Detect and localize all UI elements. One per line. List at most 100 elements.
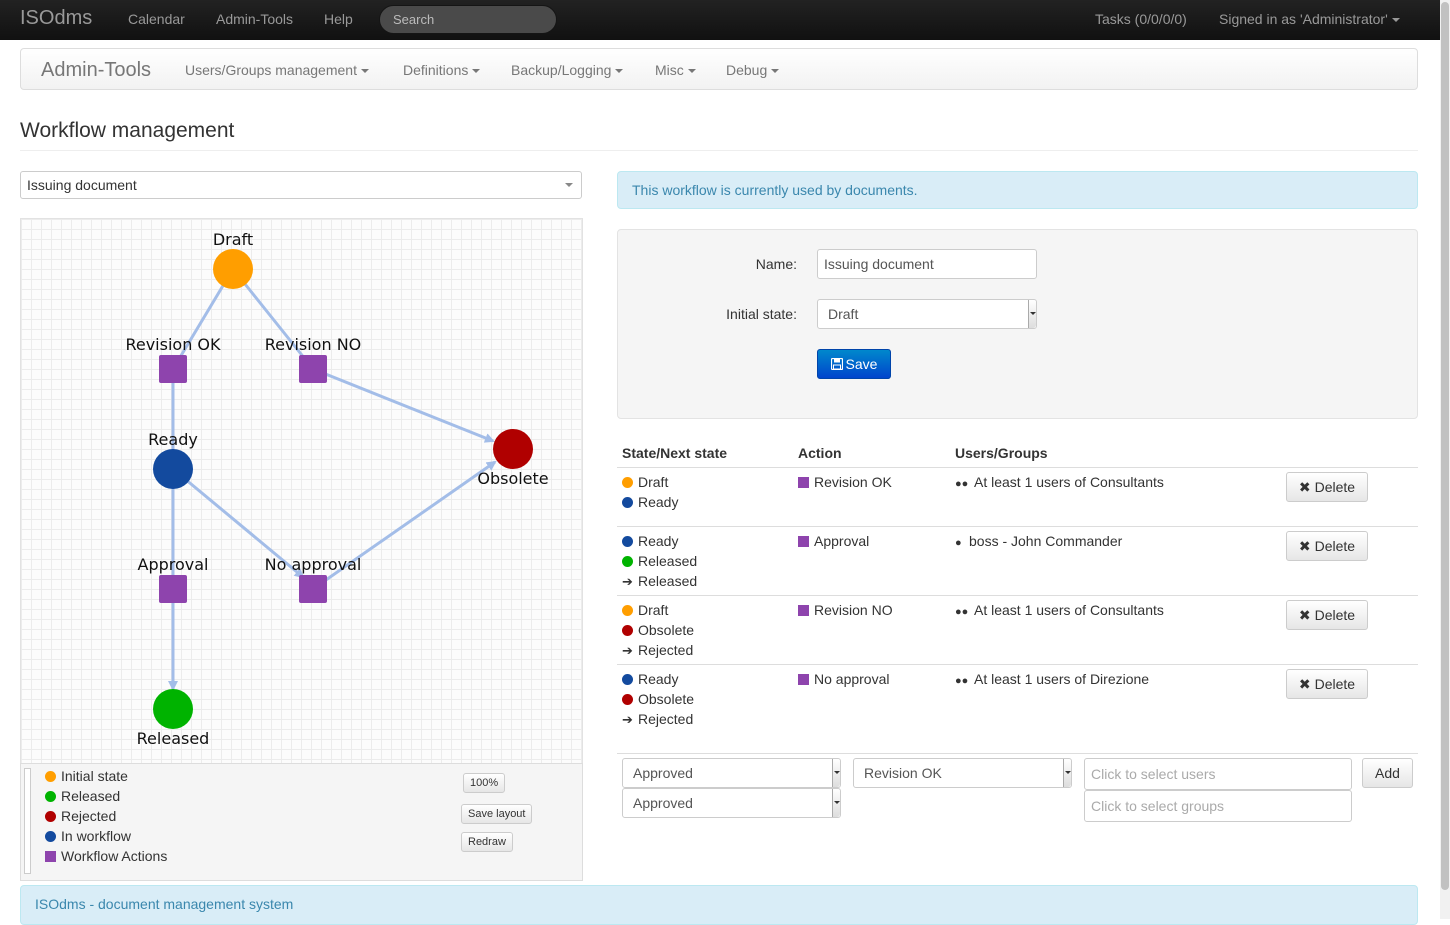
state-label: Rejected <box>638 711 694 727</box>
row-1-next-state: Ready <box>622 494 678 510</box>
users-label: boss - John Commander <box>969 533 1123 549</box>
row-4-state: Ready <box>622 671 678 687</box>
legend-dot-icon <box>45 831 56 842</box>
chevron-down-icon <box>615 69 624 74</box>
node-label-no-approval: No approval <box>265 555 362 574</box>
name-label: Name: <box>755 256 797 272</box>
row-2-state: Ready <box>622 533 678 549</box>
name-field[interactable] <box>817 249 1037 279</box>
row-3-users: ●● At least 1 users of Consultants <box>955 602 1164 618</box>
row-4-action: No approval <box>798 671 890 687</box>
menu-label: Users/Groups management <box>185 62 357 78</box>
node-released[interactable] <box>153 689 193 729</box>
menu-misc[interactable]: Misc <box>655 62 696 78</box>
search-input[interactable]: Search <box>379 5 557 34</box>
groups-picker-input[interactable]: Click to select groups <box>1084 790 1352 822</box>
nav-admin-tools[interactable]: Admin-Tools <box>216 11 294 27</box>
action-square-icon <box>798 674 809 685</box>
legend-label: Workflow Actions <box>61 848 168 864</box>
admin-subnav: Admin-Tools Users/Groups management Defi… <box>20 48 1418 90</box>
node-revision-no[interactable] <box>299 355 327 383</box>
legend-item-released: Released <box>45 788 120 804</box>
app-brand[interactable]: ISOdms <box>20 7 93 29</box>
page-scrollbar[interactable] <box>1440 0 1450 919</box>
node-draft[interactable] <box>213 249 253 289</box>
node-no-approval[interactable] <box>299 575 327 603</box>
users-group-icon: ●● <box>955 478 969 490</box>
row-4-alt-state: ➔ Rejected <box>622 711 693 728</box>
state-dot-icon <box>622 536 633 547</box>
menu-debug[interactable]: Debug <box>726 62 780 78</box>
arrow-right-icon: ➔ <box>622 574 633 589</box>
nav-user-menu[interactable]: Signed in as 'Administrator' <box>1219 11 1400 27</box>
node-approval[interactable] <box>159 575 187 603</box>
legend-resize-bar[interactable] <box>24 768 31 874</box>
users-group-icon: ●● <box>955 606 969 618</box>
col-header-state: State/Next state <box>622 445 728 461</box>
state-dot-icon <box>622 605 633 616</box>
scrollbar-thumb[interactable] <box>1441 2 1449 890</box>
chevron-down-icon <box>1391 18 1400 23</box>
new-next-state-select[interactable]: Approved <box>622 788 841 818</box>
legend-dot-icon <box>45 791 56 802</box>
zoom-100-button[interactable]: 100% <box>463 773 506 793</box>
node-label-revision-ok: Revision OK <box>125 335 221 354</box>
state-label: Ready <box>638 494 679 510</box>
delete-button[interactable]: ✖ Delete <box>1286 600 1368 630</box>
menu-users-groups[interactable]: Users/Groups management <box>185 62 369 78</box>
save-button[interactable]: Save <box>817 349 891 379</box>
menu-label: Definitions <box>403 62 469 78</box>
row-3-action: Revision NO <box>798 602 893 618</box>
menu-backup-logging[interactable]: Backup/Logging <box>511 62 624 78</box>
node-label-released: Released <box>137 729 210 748</box>
select-arrow-icon <box>832 789 840 817</box>
table-row-rule <box>617 753 1418 754</box>
redraw-button[interactable]: Redraw <box>461 832 513 852</box>
select-value: Approved <box>633 765 693 781</box>
node-label-approval: Approval <box>138 555 209 574</box>
legend-dot-icon <box>45 811 56 822</box>
initial-state-select[interactable]: Draft <box>817 299 1037 329</box>
row-2-users: ● boss - John Commander <box>955 533 1122 549</box>
users-label: At least 1 users of Consultants <box>974 474 1164 490</box>
nav-calendar[interactable]: Calendar <box>128 11 185 27</box>
state-label: Obsolete <box>638 691 695 707</box>
row-1-action: Revision OK <box>798 474 892 490</box>
delete-button[interactable]: ✖ Delete <box>1286 472 1368 502</box>
new-state-select[interactable]: Approved <box>622 758 841 788</box>
workflow-select[interactable]: Issuing document <box>20 171 582 199</box>
users-picker-input[interactable]: Click to select users <box>1084 758 1352 790</box>
table-row-rule <box>617 664 1418 665</box>
nav-help[interactable]: Help <box>324 11 353 27</box>
legend-label: In workflow <box>61 828 132 844</box>
node-ready[interactable] <box>153 449 193 489</box>
row-3-next-state: Obsolete <box>622 622 694 638</box>
legend-item-actions: Workflow Actions <box>45 848 167 864</box>
delete-button[interactable]: ✖ Delete <box>1286 531 1368 561</box>
state-label: Draft <box>638 602 669 618</box>
state-dot-icon <box>622 625 633 636</box>
table-header-rule <box>617 467 1418 468</box>
save-layout-button[interactable]: Save layout <box>461 804 533 824</box>
subnav-brand[interactable]: Admin-Tools <box>41 59 152 81</box>
nav-tasks[interactable]: Tasks (0/0/0/0) <box>1095 11 1187 27</box>
legend-item-rejected: Rejected <box>45 808 116 824</box>
add-transition-button[interactable]: Add <box>1362 758 1413 788</box>
new-action-select[interactable]: Revision OK <box>853 758 1072 788</box>
node-revision-ok[interactable] <box>159 355 187 383</box>
state-dot-icon <box>622 694 633 705</box>
select-arrow-icon <box>832 759 840 787</box>
initial-state-value: Draft <box>828 306 859 322</box>
chevron-down-icon <box>771 69 780 74</box>
col-header-action: Action <box>798 445 842 461</box>
workflow-graph-svg: Draft Revision OK Revision NO Ready Obso… <box>125 230 548 748</box>
menu-definitions[interactable]: Definitions <box>403 62 481 78</box>
workflow-graph[interactable]: Draft Revision OK Revision NO Ready Obso… <box>20 218 583 763</box>
close-icon: ✖ <box>1298 538 1311 554</box>
node-obsolete[interactable] <box>493 429 533 469</box>
table-row-rule <box>617 595 1418 596</box>
users-label: At least 1 users of Consultants <box>974 602 1164 618</box>
user-icon: ● <box>955 537 962 549</box>
table-row-rule <box>617 526 1418 527</box>
delete-button[interactable]: ✖ Delete <box>1286 669 1368 699</box>
